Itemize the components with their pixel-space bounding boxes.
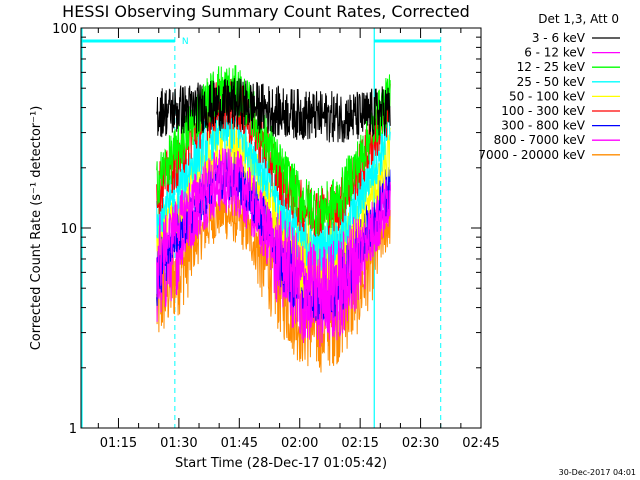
x-tick-label: 01:30: [160, 436, 197, 451]
legend-header: Det 1,3, Att 0: [538, 12, 619, 26]
legend-entry-label: 300 - 800 keV: [501, 119, 585, 133]
legend-entry-label: 7000 - 20000 keV: [478, 148, 585, 162]
series-line-3: [156, 101, 391, 272]
y-tick-label: 100: [52, 22, 77, 37]
legend-entry-label: 100 - 300 keV: [501, 104, 585, 118]
chart-title: HESSI Observing Summary Count Rates, Cor…: [62, 2, 470, 21]
x-tick-label: 02:00: [281, 436, 318, 451]
night-marker-label: N: [182, 37, 189, 47]
footer-date: 30-Dec-2017 04:01: [559, 468, 636, 477]
y-axis-label: Corrected Count Rate (s⁻¹ detector⁻¹): [29, 106, 44, 351]
legend-entry-label: 50 - 100 keV: [509, 89, 586, 103]
y-tick-label: 10: [60, 222, 77, 237]
x-axis-label: Start Time (28-Dec-17 01:05:42): [175, 456, 387, 471]
legend-entry-label: 25 - 50 keV: [517, 75, 586, 89]
legend-entry-label: 12 - 25 keV: [517, 60, 586, 74]
axes: 1 10 100 01:15 01:30 01:45 02:00 02:15 02:30 02:4…: [52, 22, 500, 451]
x-tick-label: 02:45: [462, 436, 499, 451]
legend-entry-label: 800 - 7000 keV: [494, 133, 586, 147]
x-tick-label: 01:15: [100, 436, 137, 451]
legend-entry-label: 3 - 6 keV: [532, 31, 586, 45]
series-line-1: [156, 148, 391, 329]
x-tick-label: 02:15: [341, 436, 378, 451]
series-line-0: [156, 78, 391, 143]
x-tick-label: 01:45: [221, 436, 258, 451]
legend-entry-label: 6 - 12 keV: [524, 46, 586, 60]
y-tick-label: 1: [69, 422, 77, 437]
x-tick-label: 02:30: [402, 436, 439, 451]
plot-area: N: [81, 28, 442, 428]
